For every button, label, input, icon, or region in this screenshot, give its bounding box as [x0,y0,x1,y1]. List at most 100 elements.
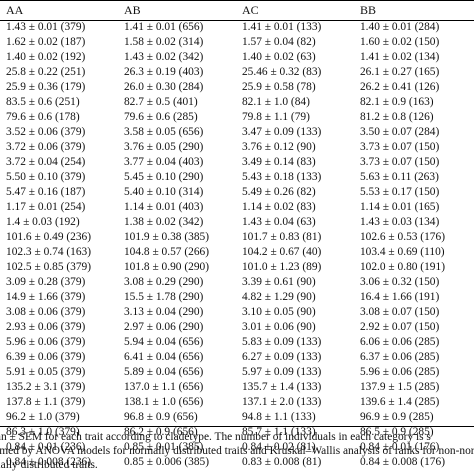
table-cell: 0.84 ± 0.01 (176) [359,441,440,453]
caption-line-3: rmally distributed traits. [0,459,98,471]
table-row: 3.09 ± 0.28 (379) 3.08 ± 0.29 (290) 3.39 ±… [0,275,474,290]
table-cell: 3.13 ± 0.04 (290) [123,306,204,318]
table-cell: 1.4 ± 0.03 (192) [6,216,80,228]
table-row: 3.72 ± 0.04 (254) 3.77 ± 0.04 (403) 3.49 ±… [0,155,474,170]
top-rule [0,0,474,1]
table-cell: 138.1 ± 1.0 (656) [123,396,204,408]
table-cell: 3.08 ± 0.06 (379) [6,306,86,318]
table-cell: 101.8 ± 0.90 (290) [123,261,210,273]
table-cell: 96.8 ± 0.9 (656) [123,411,198,423]
header-row: AA AB AC BB CB [0,0,474,20]
table-cell: 6.37 ± 0.06 (285) [359,351,440,363]
table-cell: 0.84 ± 0.008 (236) [6,456,92,468]
table-cell: 0.85 ± 0.006 (385) [123,456,210,468]
table-cell: 79.6 ± 0.6 (285) [123,111,198,123]
table-row: 14.9 ± 1.66 (379) 15.5 ± 1.78 (290) 4.82 ±… [0,290,474,305]
table-row: 1.62 ± 0.02 (187) 1.58 ± 0.02 (314) 1.57 ±… [0,35,474,50]
table-cell: 79.8 ± 1.1 (79) [241,111,310,123]
table-cell: 25.46 ± 0.32 (83) [241,66,322,78]
table-cell: 86.3 ± 1.0 (379) [6,426,80,438]
header-rule [0,20,474,21]
table-cell: 79.6 ± 0.6 (178) [6,111,80,123]
table-cell: 101.7 ± 0.83 (81) [241,231,322,243]
table-cell: 6.06 ± 0.06 (285) [359,336,440,348]
table-row: 79.6 ± 0.6 (178) 79.6 ± 0.6 (285) 79.8 ± 1… [0,110,474,125]
table-cell: 5.63 ± 0.11 (263) [359,171,439,183]
table-cell: 2.97 ± 0.06 (290) [123,321,204,333]
table-cell: 3.77 ± 0.04 (403) [123,156,204,168]
table-cell: 1.40 ± 0.02 (192) [6,51,86,63]
table-cell: 96.2 ± 1.0 (379) [6,411,80,423]
table-cell: 1.17 ± 0.01 (254) [6,201,86,213]
table-cell: 5.96 ± 0.06 (379) [6,336,86,348]
table-cell: 82.1 ± 1.0 (84) [241,96,310,108]
table-cell: 5.89 ± 0.04 (656) [123,366,204,378]
table-cell: 137.9 ± 1.5 (285) [359,381,440,393]
table-row: 5.91 ± 0.05 (379) 5.89 ± 0.04 (656) 5.97 ±… [0,365,474,380]
table-cell: 3.73 ± 0.07 (150) [359,141,440,153]
table-cell: 25.8 ± 0.22 (251) [6,66,86,78]
table-cell: 135.7 ± 1.4 (133) [241,381,322,393]
table-row: 0.84 ± 0.01 (236) 0.85 ± 0.01 (385) 0.84 ±… [0,440,474,455]
table-cell: 14.9 ± 1.66 (379) [6,291,86,303]
table-cell: 1.60 ± 0.02 (150) [359,36,440,48]
table-cell: 102.3 ± 0.74 (163) [6,246,92,258]
table-cell: 1.40 ± 0.02 (63) [241,51,316,63]
table-cell: 6.27 ± 0.09 (133) [241,351,322,363]
table-cell: 3.06 ± 0.32 (150) [359,276,440,288]
table-row: 135.2 ± 3.1 (379) 137.0 ± 1.1 (656) 135.7 … [0,380,474,395]
table-row: 102.3 ± 0.74 (163) 104.8 ± 0.57 (266) 104.… [0,245,474,260]
table-row: 1.40 ± 0.02 (192) 1.43 ± 0.02 (342) 1.40 ±… [0,50,474,65]
table-cell: 3.01 ± 0.06 (90) [241,321,316,333]
table-cell: 0.84 ± 0.01 (236) [6,441,86,453]
caption-line-1: mean ± SEM for each trait according to c… [0,431,431,443]
table-caption: mean ± SEM for each trait according to c… [0,430,474,472]
table-row: 25.9 ± 0.36 (179) 26.0 ± 0.30 (284) 25.9 ±… [0,80,474,95]
table-row: 1.17 ± 0.01 (254) 1.14 ± 0.01 (403) 1.14 ±… [0,200,474,215]
table-row: 5.47 ± 0.16 (187) 5.40 ± 0.10 (314) 5.49 ±… [0,185,474,200]
table-cell: 15.5 ± 1.78 (290) [123,291,204,303]
table-cell: 103.4 ± 0.69 (110) [359,246,445,258]
table-cell: 1.43 ± 0.02 (342) [123,51,204,63]
table-cell: 135.2 ± 3.1 (379) [6,381,86,393]
table-cell: 0.84 ± 0.008 (176) [359,456,445,468]
table-cell: 102.0 ± 0.80 (191) [359,261,445,273]
table-cell: 1.14 ± 0.01 (403) [123,201,204,213]
table-cell: 5.97 ± 0.09 (133) [241,366,322,378]
table-cell: 3.73 ± 0.07 (150) [359,156,440,168]
table-cell: 137.0 ± 1.1 (656) [123,381,204,393]
table-row: 1.4 ± 0.03 (192) 1.38 ± 0.02 (342) 1.43 ± … [0,215,474,230]
table-cell: 5.47 ± 0.16 (187) [6,186,86,198]
table-cell: 26.3 ± 0.19 (403) [123,66,204,78]
table-cell: 104.8 ± 0.57 (266) [123,246,210,258]
table-cell: 1.41 ± 0.01 (133) [241,21,322,33]
table-cell: 83.5 ± 0.6 (251) [6,96,80,108]
table-cell: 25.9 ± 0.58 (78) [241,81,316,93]
table-cell: 5.45 ± 0.10 (290) [123,171,204,183]
table-cell: 1.38 ± 0.02 (342) [123,216,204,228]
table-row: 101.6 ± 0.49 (236) 101.9 ± 0.38 (385) 101.… [0,230,474,245]
table-row: 83.5 ± 0.6 (251) 82.7 ± 0.5 (401) 82.1 ± 1… [0,95,474,110]
table-cell: 101.0 ± 1.23 (89) [241,261,322,273]
table-cell: 3.08 ± 0.07 (150) [359,306,440,318]
table-cell: 2.92 ± 0.07 (150) [359,321,440,333]
table-cell: 0.85 ± 0.01 (385) [123,441,204,453]
table-cell: 5.53 ± 0.17 (150) [359,186,440,198]
table-cell: 1.43 ± 0.04 (63) [241,216,316,228]
table-cell: 3.10 ± 0.05 (90) [241,306,316,318]
table-cell: 1.57 ± 0.04 (82) [241,36,316,48]
table-row: 6.39 ± 0.06 (379) 6.41 ± 0.04 (656) 6.27 ±… [0,350,474,365]
table-cell: 101.6 ± 0.49 (236) [6,231,92,243]
table-body: 1.43 ± 0.01 (379) 1.41 ± 0.01 (656) 1.41 ±… [0,20,474,470]
table-row: 137.8 ± 1.1 (379) 138.1 ± 1.0 (656) 137.1 … [0,395,474,410]
table-cell: 5.43 ± 0.18 (133) [241,171,322,183]
caption-line-2: formed by ANOVA models for normally dist… [0,445,474,457]
table-cell: 26.2 ± 0.41 (126) [359,81,440,93]
table-cell: 3.49 ± 0.14 (83) [241,156,316,168]
bottom-rule [0,426,474,427]
table-cell: 5.50 ± 0.10 (379) [6,171,86,183]
table-cell: 3.08 ± 0.29 (290) [123,276,204,288]
table-cell: 4.82 ± 1.29 (90) [241,291,316,303]
